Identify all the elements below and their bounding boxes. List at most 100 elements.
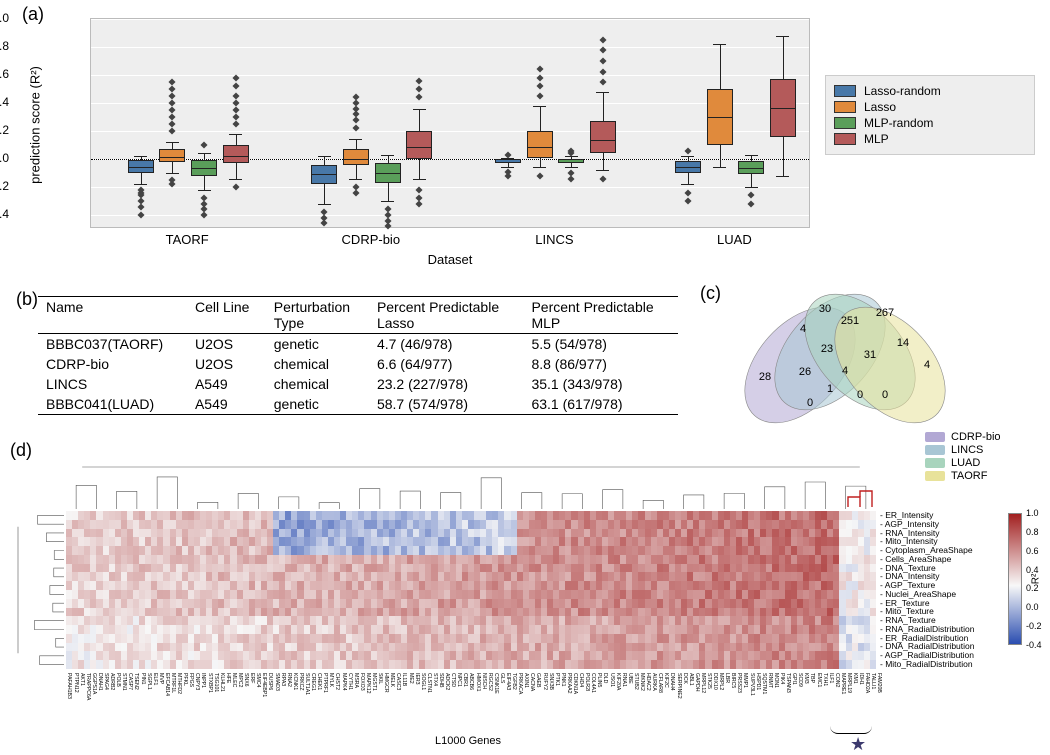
- venn-region-count: 23: [821, 343, 833, 355]
- colorbar-tick: -0.2: [1026, 621, 1042, 631]
- heatmap-col-label: PNK1: [560, 673, 565, 687]
- heatmap-col-label: PRKACA: [517, 673, 522, 694]
- box-LINCS-MLP-random: [558, 19, 584, 227]
- heatmap-col-label: IER3: [413, 673, 418, 685]
- legend-item: MLP: [834, 132, 1026, 146]
- boxplot-ylabel: prediction score (R²): [28, 66, 43, 184]
- heatmap-col-label: AURKA: [651, 673, 656, 691]
- heatmap-col-label: SMAD3: [273, 673, 278, 691]
- heatmap-col-label: EMC1: [815, 673, 820, 687]
- heatmap-colorbar: [1008, 513, 1022, 645]
- heatmap-col-label: PTPN12: [72, 673, 77, 693]
- heatmap-panel: - ER_Intensity- AGP_Intensity- RNA_Inten…: [8, 455, 1042, 751]
- heatmap-col-label: AXIN1: [523, 673, 528, 688]
- venn-region-count: 30: [819, 303, 831, 315]
- heatmap-col-label: FOXO3: [359, 673, 364, 691]
- heatmap-col-label: UBE: [627, 673, 632, 684]
- heatmap-col-label: GGPS1A: [91, 673, 96, 694]
- heatmap-col-label: TSPAN3: [785, 673, 790, 693]
- heatmap-col-label: CACNA: [529, 673, 534, 691]
- box-LINCS-MLP: [590, 19, 616, 227]
- colorbar-tick: -0.4: [1026, 640, 1042, 650]
- heatmap-col-label: MTHFD2: [176, 673, 181, 694]
- heatmap-col-label: PAFAH1B3: [66, 673, 71, 699]
- heatmap-col-label: CON2: [834, 673, 839, 687]
- heatmap-col-label: MRPL19: [846, 673, 851, 693]
- heatmap-col-dendrogram: [66, 463, 876, 509]
- venn-legend-item: CDRP-bio: [925, 431, 1001, 443]
- boxplot-legend: Lasso-randomLassoMLP-randomMLP: [825, 75, 1035, 155]
- heatmap-col-label: RNA1: [620, 673, 625, 687]
- heatmap-col-label: TGFB2: [511, 673, 516, 690]
- venn-region-count: 267: [876, 307, 894, 319]
- heatmap-brace: [830, 724, 872, 734]
- heatmap-col-label: CTSD: [450, 673, 455, 687]
- heatmap-col-label: CBR1: [462, 673, 467, 687]
- venn-region-count: 1: [827, 383, 833, 395]
- heatmap-col-label: TSEN2: [133, 673, 138, 690]
- heatmap-col-label: ELF1: [152, 673, 157, 685]
- heatmap-col-label: NISCH: [480, 673, 485, 689]
- heatmap-col-label: PRKAA2: [566, 673, 571, 693]
- heatmap-col-label: IL11B: [401, 673, 406, 686]
- heatmap-col-label: SQSTM1: [761, 673, 766, 694]
- heatmap-col-label: CHD4: [578, 673, 583, 687]
- venn-region-count: 4: [842, 365, 848, 377]
- venn-region-count: 0: [857, 389, 863, 401]
- heatmap-col-label: CHEK1: [316, 673, 321, 690]
- heatmap-col-label: INPP1: [200, 673, 205, 688]
- colorbar-tick: 1.0: [1026, 508, 1039, 518]
- heatmap-col-label: TALLI1: [870, 673, 875, 689]
- heatmap-col-label: PTPRF1: [322, 673, 327, 693]
- heatmap-col-label: SULT1A1: [304, 673, 309, 695]
- colorbar-tick: 0.8: [1026, 527, 1039, 537]
- heatmap-col-label: LBR: [724, 673, 729, 683]
- boxplot-xtick: LINCS: [535, 232, 573, 247]
- boxplot-ytick: 0.4: [0, 95, 9, 109]
- heatmap-row-labels: - ER_Intensity- AGP_Intensity- RNA_Inten…: [880, 511, 974, 669]
- heatmap-col-label: STK25: [706, 673, 711, 689]
- heatmap-col-label: SMC4: [255, 673, 260, 687]
- heatmap-col-label: HDAC2: [645, 673, 650, 691]
- boxplot-ytick: 1.0: [0, 11, 9, 25]
- table-row: CDRP-bioU2OSchemical6.6 (64/977)8.8 (86/…: [38, 354, 678, 374]
- heatmap-col-label: BIRC5: [730, 673, 735, 688]
- heatmap-col-label: KM3: [803, 673, 808, 684]
- box-LUAD-Lasso-random: [675, 19, 701, 227]
- heatmap-colorbar-label: R²: [1031, 574, 1042, 585]
- heatmap-col-label: KIF2C: [663, 673, 668, 688]
- heatmap-col-label: TBP: [809, 673, 814, 683]
- heatmap-col-label: COL4A1: [590, 673, 595, 693]
- heatmap-col-label: DDX10: [712, 673, 717, 690]
- box-TAORF-MLP-random: [191, 19, 217, 227]
- heatmap-row-label: - Mito_RadialDistribution: [880, 660, 974, 669]
- heatmap-col-label: RNA2: [286, 673, 291, 687]
- table-row: LINCSA549chemical23.2 (227/978)35.1 (343…: [38, 374, 678, 394]
- boxplot-ytick: 0.2: [0, 123, 9, 137]
- heatmap-xlabel: L1000 Genes: [435, 735, 501, 747]
- heatmap-col-label: ME2: [407, 673, 412, 684]
- heatmap-col-label: SPAG4: [103, 673, 108, 690]
- table-col-header: PerturbationType: [266, 297, 369, 334]
- heatmap-col-label: FAHD2A: [864, 673, 869, 693]
- heatmap-col-label: FAM20B: [876, 673, 881, 693]
- box-LINCS-Lasso: [527, 19, 553, 227]
- heatmap-col-label: STX4: [432, 673, 437, 686]
- heatmap-col-label: ERF: [249, 673, 254, 683]
- heatmap-col-label: RUFY2: [541, 673, 546, 690]
- heatmap-col-label: HFE: [225, 673, 230, 683]
- colorbar-tick: 0.2: [1026, 583, 1039, 593]
- heatmap-col-label: SCD9: [797, 673, 802, 687]
- venn-region-count: 4: [924, 359, 930, 371]
- legend-item: MLP-random: [834, 116, 1026, 130]
- box-CDRP-bio-MLP: [406, 19, 432, 227]
- heatmap-col-label: KIF20A: [614, 673, 619, 690]
- heatmap-col-label: SGPL1: [145, 673, 150, 690]
- boxplot-xtick: CDRP-bio: [342, 232, 401, 247]
- heatmap-col-label: SNX3B: [547, 673, 552, 690]
- heatmap-col-label: HMGCR: [383, 673, 388, 693]
- table-header-row: NameCell LinePerturbationTypePercent Pre…: [38, 297, 678, 334]
- heatmap-col-label: MRPL2: [718, 673, 723, 690]
- boxplot-area: [90, 18, 810, 228]
- heatmap-col-label: TSG101: [212, 673, 217, 692]
